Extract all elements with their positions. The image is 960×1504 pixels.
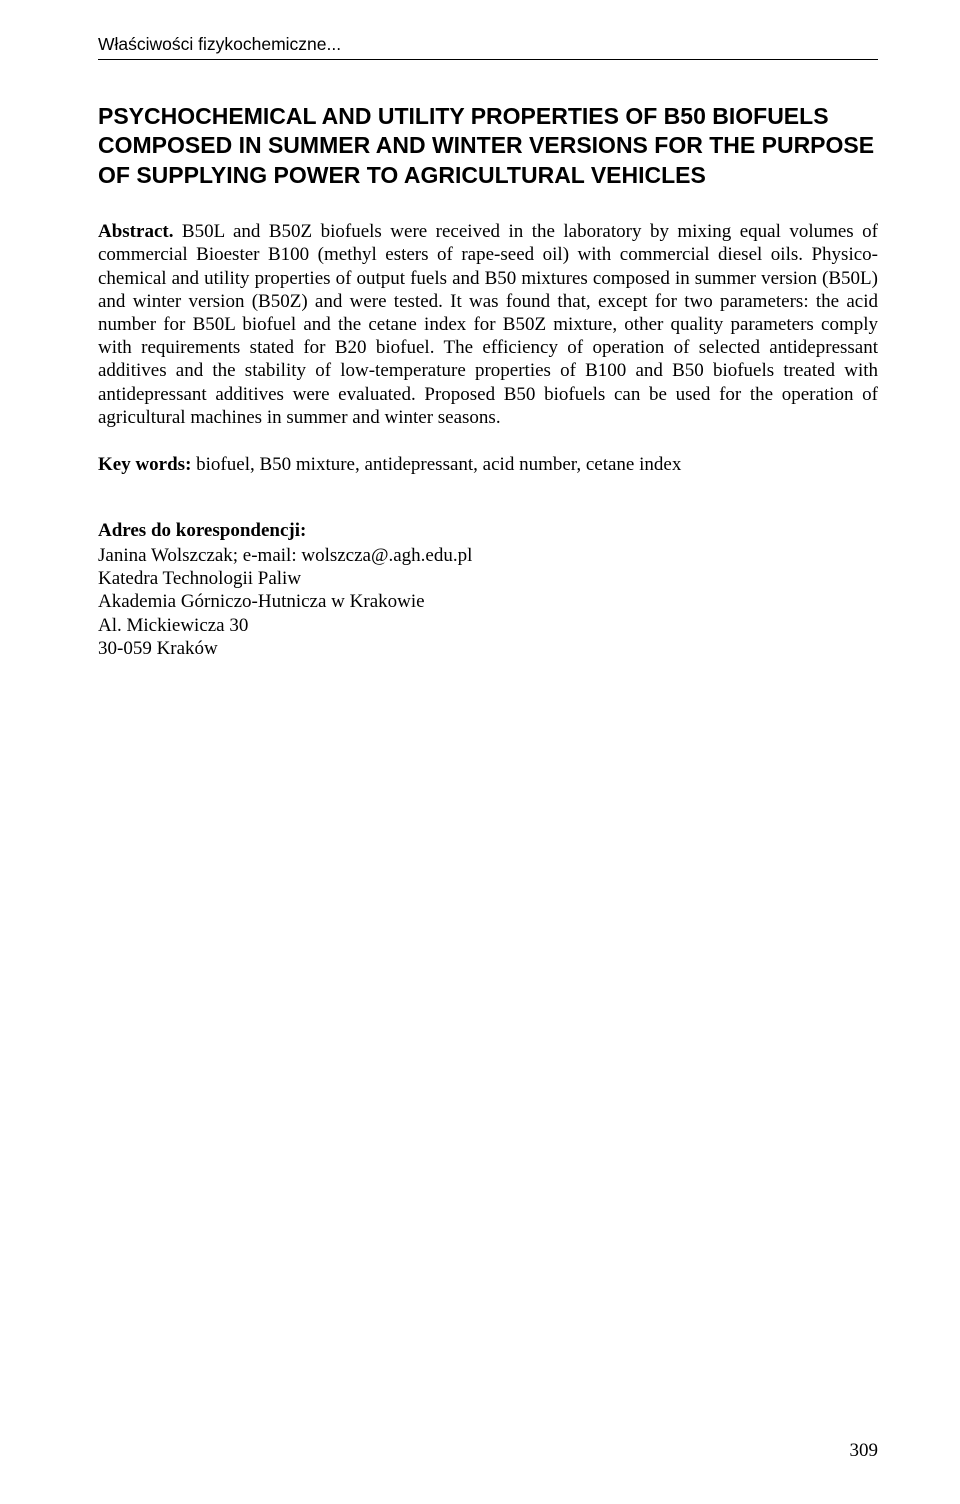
- header-rule: [98, 59, 878, 60]
- keywords-line: Key words: biofuel, B50 mixture, antidep…: [98, 453, 878, 476]
- correspondence-line: Katedra Technologii Paliw: [98, 567, 878, 590]
- correspondence-line: Al. Mickiewicza 30: [98, 614, 878, 637]
- keywords-label: Key words:: [98, 454, 191, 475]
- correspondence-line: Janina Wolszczak; e-mail: wolszcza@.agh.…: [98, 544, 878, 567]
- correspondence-heading: Adres do korespondencji:: [98, 520, 878, 542]
- keywords-text: biofuel, B50 mixture, antidepressant, ac…: [191, 454, 681, 475]
- page-number: 309: [850, 1440, 879, 1462]
- correspondence-line: 30-059 Kraków: [98, 637, 878, 660]
- abstract-paragraph: Abstract. B50L and B50Z biofuels were re…: [98, 220, 878, 429]
- abstract-text: B50L and B50Z biofuels were received in …: [98, 221, 878, 427]
- running-head: Właściwości fizykochemiczne...: [98, 34, 878, 55]
- abstract-label: Abstract.: [98, 221, 173, 242]
- correspondence-line: Akademia Górniczo-Hutnicza w Krakowie: [98, 590, 878, 613]
- paper-title: PSYCHOCHEMICAL AND UTILITY PROPERTIES OF…: [98, 102, 878, 190]
